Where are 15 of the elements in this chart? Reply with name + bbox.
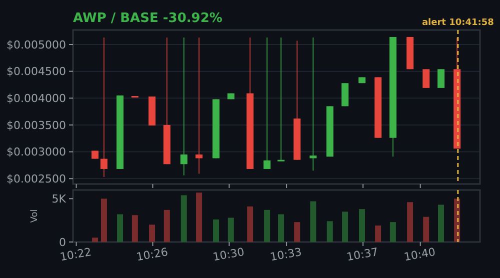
x-tick-label: 10:33 <box>269 245 303 264</box>
y-tick-label: $0.003500 <box>6 118 66 132</box>
y-axis-title: Vol <box>30 209 40 223</box>
x-tick-label: 10:26 <box>135 245 169 264</box>
annotation: alert 10:41:58 <box>422 18 494 28</box>
y-tick-label: 5K <box>52 192 67 206</box>
x-tick-label: 10:40 <box>402 245 436 264</box>
y-tick-label: $0.004000 <box>6 92 66 105</box>
chart-title: AWP / BASE -30.92% <box>73 11 222 26</box>
y-tick-label: $0.003000 <box>6 146 66 159</box>
x-tick-label: 10:37 <box>346 245 380 264</box>
y-tick-label: $0.002500 <box>6 172 66 186</box>
y-tick-label: $0.004500 <box>6 65 66 78</box>
x-tick-label: 10:30 <box>212 245 246 264</box>
y-tick-label: $0.005000 <box>6 38 66 52</box>
